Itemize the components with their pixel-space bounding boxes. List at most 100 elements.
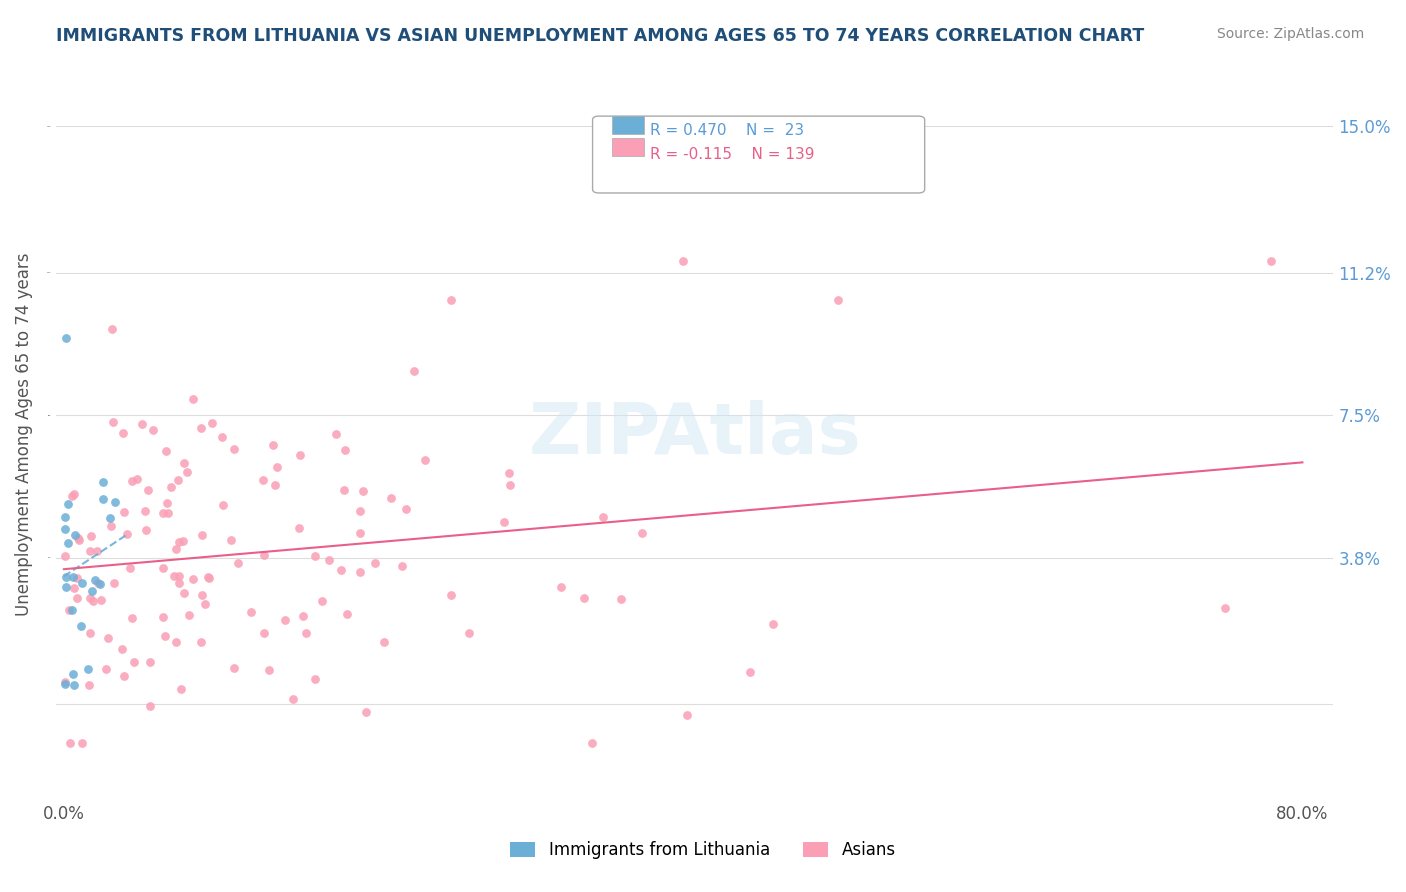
Point bbox=[592, 510, 614, 524]
Point bbox=[200, 417, 222, 431]
Point bbox=[163, 568, 186, 582]
Point bbox=[288, 448, 311, 462]
Text: R = 0.470    N =  23: R = 0.470 N = 23 bbox=[650, 123, 804, 138]
Point bbox=[167, 535, 190, 549]
Text: R = -0.115    N = 139: R = -0.115 N = 139 bbox=[650, 147, 814, 161]
Point bbox=[170, 681, 193, 696]
Point bbox=[226, 556, 249, 570]
Point bbox=[266, 459, 288, 474]
Point bbox=[60, 603, 83, 617]
Point bbox=[79, 678, 101, 692]
Point bbox=[80, 529, 103, 543]
Point bbox=[395, 502, 418, 516]
Point bbox=[53, 677, 76, 691]
Point bbox=[1213, 601, 1236, 615]
Point bbox=[53, 510, 76, 524]
Point bbox=[252, 473, 274, 487]
Point bbox=[349, 525, 371, 540]
Point bbox=[172, 533, 194, 548]
Point bbox=[329, 563, 352, 577]
Point bbox=[264, 477, 287, 491]
Point bbox=[333, 442, 356, 457]
Point bbox=[62, 666, 84, 681]
Point bbox=[87, 576, 110, 591]
Point bbox=[197, 571, 219, 585]
Text: IMMIGRANTS FROM LITHUANIA VS ASIAN UNEMPLOYMENT AMONG AGES 65 TO 74 YEARS CORREL: IMMIGRANTS FROM LITHUANIA VS ASIAN UNEMP… bbox=[56, 27, 1144, 45]
Point bbox=[169, 569, 191, 583]
Point bbox=[82, 584, 104, 599]
Point bbox=[190, 634, 212, 648]
Point bbox=[152, 507, 174, 521]
Point bbox=[325, 426, 347, 441]
Point bbox=[65, 571, 87, 585]
Point bbox=[58, 603, 80, 617]
Point bbox=[581, 736, 603, 750]
Point bbox=[304, 673, 326, 687]
Point bbox=[153, 630, 176, 644]
Point bbox=[391, 559, 413, 574]
Point bbox=[176, 465, 198, 479]
Point bbox=[380, 491, 402, 505]
Point bbox=[1260, 254, 1282, 268]
Point bbox=[167, 473, 190, 487]
Point bbox=[181, 392, 204, 407]
Point bbox=[121, 611, 143, 625]
Point bbox=[56, 536, 79, 550]
Point bbox=[492, 515, 515, 529]
Point bbox=[53, 522, 76, 536]
Point bbox=[139, 655, 162, 669]
Point bbox=[131, 417, 153, 431]
Point bbox=[66, 531, 89, 545]
Point bbox=[173, 456, 195, 470]
Point bbox=[55, 674, 77, 689]
Point bbox=[165, 635, 187, 649]
Point bbox=[252, 626, 274, 640]
Point bbox=[440, 293, 463, 307]
Point bbox=[413, 452, 436, 467]
Point bbox=[121, 474, 143, 488]
Point bbox=[142, 423, 165, 437]
Point bbox=[173, 586, 195, 600]
Point bbox=[55, 580, 77, 594]
Point bbox=[82, 593, 104, 607]
Point bbox=[138, 483, 160, 498]
Point bbox=[100, 519, 122, 533]
Point bbox=[135, 523, 157, 537]
Point bbox=[219, 533, 242, 548]
Point bbox=[311, 594, 333, 608]
Point bbox=[70, 736, 93, 750]
Point bbox=[827, 293, 849, 307]
Point bbox=[194, 597, 217, 611]
Point bbox=[103, 575, 125, 590]
Point bbox=[66, 591, 89, 605]
Point bbox=[79, 591, 101, 606]
Point bbox=[120, 561, 142, 575]
Point bbox=[101, 415, 124, 429]
Point bbox=[160, 480, 183, 494]
Point bbox=[156, 506, 179, 520]
Point bbox=[336, 607, 359, 622]
Point bbox=[152, 561, 174, 575]
Point bbox=[70, 576, 93, 591]
Point bbox=[112, 505, 135, 519]
Point bbox=[498, 466, 520, 480]
Point bbox=[63, 487, 86, 501]
Point bbox=[134, 504, 156, 518]
Point bbox=[79, 544, 101, 558]
Point bbox=[155, 444, 177, 458]
Point bbox=[672, 254, 695, 268]
Point bbox=[211, 499, 233, 513]
Point bbox=[67, 533, 90, 547]
Point bbox=[91, 492, 114, 507]
Point bbox=[79, 625, 101, 640]
Point bbox=[550, 580, 572, 594]
Point bbox=[352, 483, 374, 498]
Point bbox=[152, 610, 174, 624]
Point bbox=[259, 663, 281, 677]
Point bbox=[55, 570, 77, 584]
Point bbox=[139, 699, 162, 714]
Point bbox=[101, 322, 124, 336]
Point bbox=[291, 608, 314, 623]
Point bbox=[69, 618, 91, 632]
Point bbox=[287, 521, 309, 535]
